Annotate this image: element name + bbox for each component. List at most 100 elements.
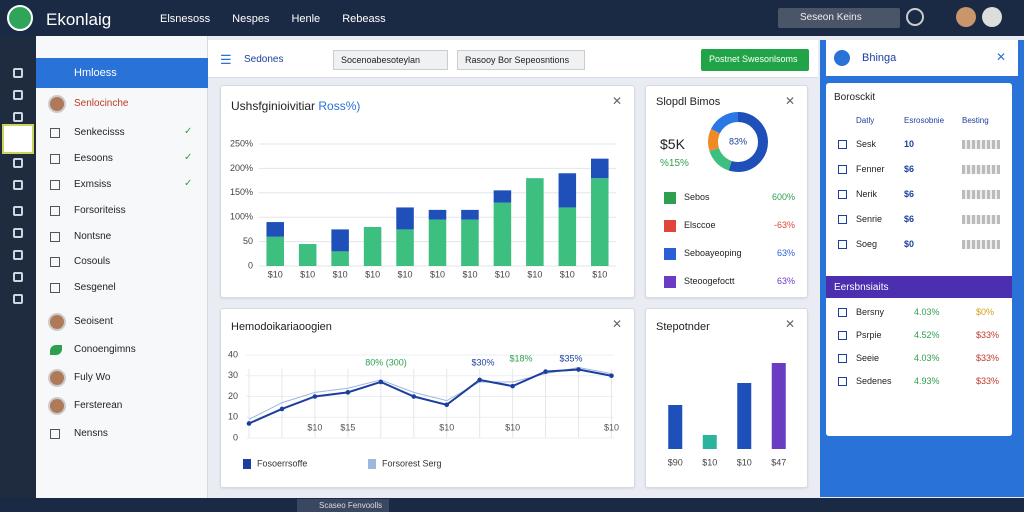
avatar [48, 397, 66, 415]
logo [7, 5, 33, 31]
rail-icon[interactable] [13, 112, 23, 122]
close[interactable]: ✕ [611, 94, 622, 108]
row-bar [962, 240, 1000, 249]
card-title: Borosckit [834, 92, 876, 103]
annotation: 80% (300) [365, 357, 407, 367]
icon[interactable] [906, 8, 924, 26]
y-tick-label: 30 [228, 370, 238, 380]
rail-icon[interactable] [13, 68, 23, 78]
row-value: $33% [976, 376, 1000, 386]
x-tick-label: $10 [702, 457, 717, 467]
filter[interactable]: Socenoabesoteylan [333, 50, 448, 70]
avatar [48, 313, 66, 331]
small-bar-panel: Stepotnder ✕ $90 $10 $10 $47 [645, 308, 808, 488]
dropdown[interactable]: Sedones [244, 54, 284, 65]
x-tick-label: $10 [365, 269, 380, 279]
sidebar-item[interactable]: Forsoriteiss [74, 205, 126, 216]
avatar[interactable] [956, 7, 976, 27]
icon [50, 154, 60, 164]
rail-icon[interactable] [13, 90, 23, 100]
row-bar [962, 140, 1000, 149]
brand: Ekonlaig [46, 10, 112, 29]
close[interactable]: ✕ [996, 50, 1007, 64]
bar-segment [558, 207, 577, 266]
taskbar-app[interactable]: Scaseo Fenvoolls [297, 499, 389, 512]
check: ✓ [184, 126, 193, 137]
sidebar-item[interactable]: Conoengimns [74, 344, 136, 355]
annotation: $18% [509, 353, 532, 363]
rail-icon[interactable] [13, 250, 23, 260]
row-value: $6 [904, 164, 915, 174]
rail-icon[interactable] [13, 272, 23, 282]
taskbar: Scaseo Fenvoolls [0, 498, 1024, 512]
row-value: 10 [904, 139, 915, 149]
check: ✓ [184, 178, 193, 189]
icon [50, 345, 62, 355]
sidebar-header[interactable]: Hmloess [36, 58, 208, 88]
row-value: 4.93% [914, 376, 940, 386]
rail-icon[interactable] [13, 180, 23, 190]
x-tick-label: $15 [340, 422, 355, 432]
bar [771, 363, 786, 449]
legend-swatch [664, 276, 676, 288]
panel-title: Stepotnder [656, 321, 710, 333]
bar-segment [493, 202, 512, 266]
donut-chart: 83% [708, 112, 768, 172]
y-tick-label: 150% [230, 187, 253, 197]
row-icon [838, 308, 847, 317]
sidebar-item[interactable]: Eesoons [74, 153, 113, 164]
nav-item[interactable]: Nespes [232, 13, 270, 25]
sidebar-item[interactable]: Fersterean [74, 400, 123, 411]
row-value: 4.52% [914, 330, 940, 340]
sidebar-item[interactable]: Senlocinche [74, 98, 129, 109]
kpi-sub: %15% [660, 158, 689, 169]
panel-title: Hemodoikariaoogien [231, 321, 332, 333]
rail-icon[interactable] [13, 158, 23, 168]
bar-segment [363, 226, 382, 266]
primary-button[interactable]: Postnet Swesonlsoms [701, 49, 809, 71]
sidebar-item[interactable]: Seoisent [74, 316, 113, 327]
rail-active[interactable] [2, 124, 34, 154]
icon [834, 50, 850, 66]
icon [50, 206, 60, 216]
card: Eersbnsiaits Bersny 4.03% $0% Psrpie 4.52% $3… [826, 276, 1012, 436]
annotation: $35% [559, 353, 582, 363]
avatar[interactable] [982, 7, 1002, 27]
legend-swatch [243, 459, 251, 469]
row-value: $6 [904, 189, 915, 199]
y-tick-label: 10 [228, 412, 238, 422]
icon-rail [0, 36, 36, 498]
bar [737, 383, 752, 449]
legend-label: Elsccoe [684, 220, 716, 230]
row-name: Psrpie [856, 330, 882, 340]
rail-icon[interactable] [13, 228, 23, 238]
sidebar-item[interactable]: Senkecisss [74, 127, 125, 138]
search[interactable]: Seseon Keins [778, 8, 900, 28]
x-tick-label: $10 [333, 269, 348, 279]
sidebar-item[interactable]: Nensns [74, 428, 108, 439]
rail-icon[interactable] [13, 294, 23, 304]
menu-icon[interactable]: ☰ [220, 52, 232, 67]
line-chart: 0 10 20 30 40 $10 $15 $10 $10 $10 80% (300) $30% $18… [228, 349, 619, 469]
point [378, 379, 384, 385]
nav-item[interactable]: Elsnesoss [160, 13, 211, 25]
sidebar-item[interactable]: Sesgenel [74, 282, 116, 293]
rail-icon[interactable] [13, 206, 23, 216]
row-icon [838, 165, 847, 174]
point [279, 406, 285, 412]
sidebar-item[interactable]: Fuly Wo [74, 372, 111, 383]
sidebar-item[interactable]: Exmsiss [74, 179, 112, 190]
close[interactable]: ✕ [611, 317, 622, 331]
table-header: Besting [962, 116, 989, 125]
nav-item[interactable]: Rebeass [342, 13, 386, 25]
sidebar-item[interactable]: Nontsne [74, 231, 112, 242]
sidebar-item[interactable]: Cosouls [74, 256, 111, 267]
row-bar [962, 165, 1000, 174]
nav-item[interactable]: Henle [291, 13, 321, 25]
x-tick-label: $47 [771, 457, 786, 467]
close[interactable]: ✕ [784, 94, 795, 108]
close[interactable]: ✕ [784, 317, 795, 331]
icon [50, 257, 60, 267]
filter[interactable]: Rasooy Bor Sepeosntions [457, 50, 585, 70]
bar-segment [461, 209, 479, 220]
